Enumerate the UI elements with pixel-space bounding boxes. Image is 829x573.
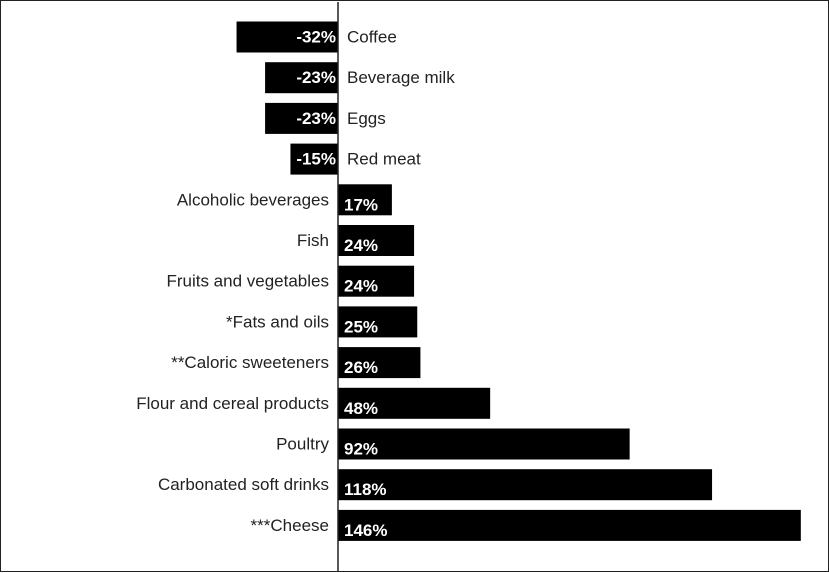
bar-8 xyxy=(338,347,421,379)
bar-12 xyxy=(338,509,801,541)
category-label: Eggs xyxy=(347,109,386,128)
category-label: *Fats and oils xyxy=(226,312,329,331)
bar-2 xyxy=(265,102,338,134)
category-label: **Caloric sweeteners xyxy=(171,353,329,372)
bar-9 xyxy=(338,387,491,419)
bar-value-label: 24% xyxy=(344,236,378,255)
category-label: Red meat xyxy=(347,150,421,169)
bar-value-label: 92% xyxy=(344,440,378,459)
bar-value-label: -23% xyxy=(296,109,336,128)
bar-1 xyxy=(265,62,338,94)
bar-11 xyxy=(338,469,713,501)
bar-0 xyxy=(236,21,338,53)
bar-10 xyxy=(338,428,630,460)
bar-value-label: 17% xyxy=(344,195,378,214)
bar-6 xyxy=(338,265,415,297)
category-label: Fish xyxy=(297,231,329,250)
bar-3 xyxy=(290,143,338,175)
bar-value-label: -15% xyxy=(296,150,336,169)
bar-value-label: 26% xyxy=(344,358,378,377)
category-label: Coffee xyxy=(347,28,397,47)
bar-value-label: -32% xyxy=(296,28,336,47)
bar-5 xyxy=(338,225,415,256)
category-label: ***Cheese xyxy=(251,516,329,535)
category-label: Beverage milk xyxy=(347,68,455,87)
bar-7 xyxy=(338,306,418,338)
bar-4 xyxy=(338,184,392,216)
category-label: Flour and cereal products xyxy=(136,394,329,413)
category-label: Poultry xyxy=(276,435,329,454)
bar-value-label: 25% xyxy=(344,317,378,336)
category-label: Alcoholic beverages xyxy=(177,190,329,209)
bar-value-label: 118% xyxy=(344,480,387,499)
category-label: Carbonated soft drinks xyxy=(158,475,329,494)
bar-value-label: 24% xyxy=(344,277,378,296)
category-label: Fruits and vegetables xyxy=(166,272,329,291)
bar-value-label: -23% xyxy=(296,68,336,87)
bars-layer: -32% Coffee -23% Beverage milk -23% Eggs -15% R… xyxy=(136,21,801,541)
bar-value-label: 146% xyxy=(344,521,387,540)
bar-value-label: 48% xyxy=(344,399,378,418)
